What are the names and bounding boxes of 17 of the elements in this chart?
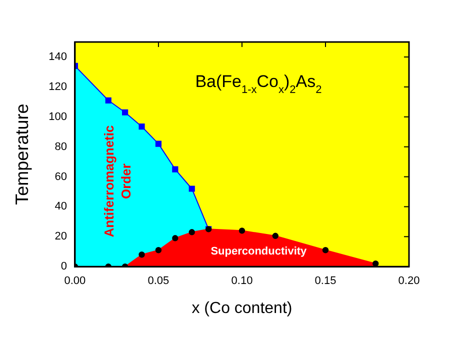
y-tick-label: 80	[54, 140, 67, 153]
series-label: Superconductivity	[210, 246, 308, 258]
y-tick-label: 140	[48, 51, 67, 64]
y-tick-label: 0	[60, 260, 67, 273]
y-tick-label: 120	[48, 80, 67, 93]
x-tick-label: 0.00	[64, 275, 86, 288]
x-axis-title: x (Co content)	[192, 300, 292, 317]
x-tick-label: 0.10	[231, 275, 253, 288]
x-tick-label: 0.15	[314, 275, 336, 288]
y-tick-label: 20	[54, 230, 67, 243]
y-tick-label: 60	[54, 170, 67, 183]
y-axis-title: Temperature	[12, 104, 32, 205]
y-tick-label: 100	[48, 110, 67, 123]
y-tick-label: 40	[54, 200, 67, 213]
x-tick-label: 0.20	[398, 275, 420, 288]
series-label: Antiferromagnetic Order	[101, 125, 134, 238]
x-tick-label: 0.05	[148, 275, 170, 288]
